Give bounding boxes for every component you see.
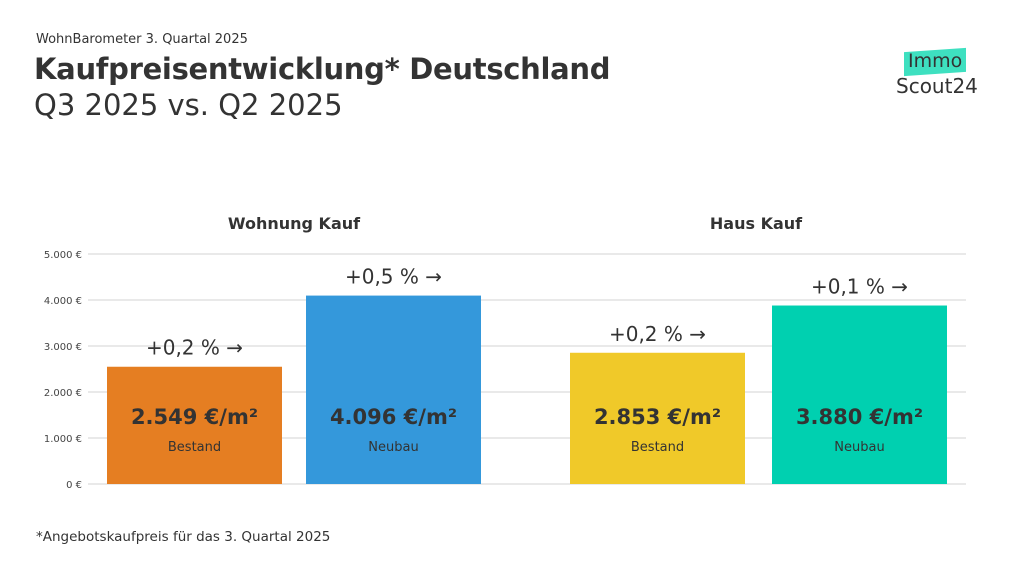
immoscout24-logo: Immo Scout24 [896,47,978,98]
bar [107,366,282,484]
logo-text-scout: Scout24 [896,74,978,98]
bar [306,295,481,484]
category-label: Neubau [368,440,418,455]
y-tick-label: 4.000 € [44,296,82,307]
change-label: +0,2 % → [609,322,706,346]
logo-text-immo: Immo [908,50,963,72]
change-label: +0,2 % → [146,336,243,360]
category-label: Bestand [631,440,684,455]
group-label: Wohnung Kauf [228,214,361,233]
y-tick-label: 2.000 € [44,388,82,399]
change-label: +0,5 % → [345,265,442,289]
footnote: *Angebotskaufpreis für das 3. Quartal 20… [36,529,331,545]
value-label: 3.880 €/m² [796,405,923,429]
bar [570,352,745,484]
supertitle: WohnBarometer 3. Quartal 2025 [36,32,248,47]
change-label: +0,1 % → [811,275,908,299]
value-label: 2.549 €/m² [131,405,258,429]
page-title: Kaufpreisentwicklung* Deutschland [34,52,611,86]
y-tick-label: 5.000 € [44,250,82,261]
y-tick-label: 1.000 € [44,434,82,445]
category-label: Neubau [834,440,884,455]
bar [772,305,947,484]
group-label: Haus Kauf [710,214,803,233]
category-label: Bestand [168,440,221,455]
page-subtitle: Q3 2025 vs. Q2 2025 [34,88,343,122]
value-label: 2.853 €/m² [594,405,721,429]
y-tick-label: 0 € [66,480,82,491]
y-tick-label: 3.000 € [44,342,82,353]
value-label: 4.096 €/m² [330,405,457,429]
